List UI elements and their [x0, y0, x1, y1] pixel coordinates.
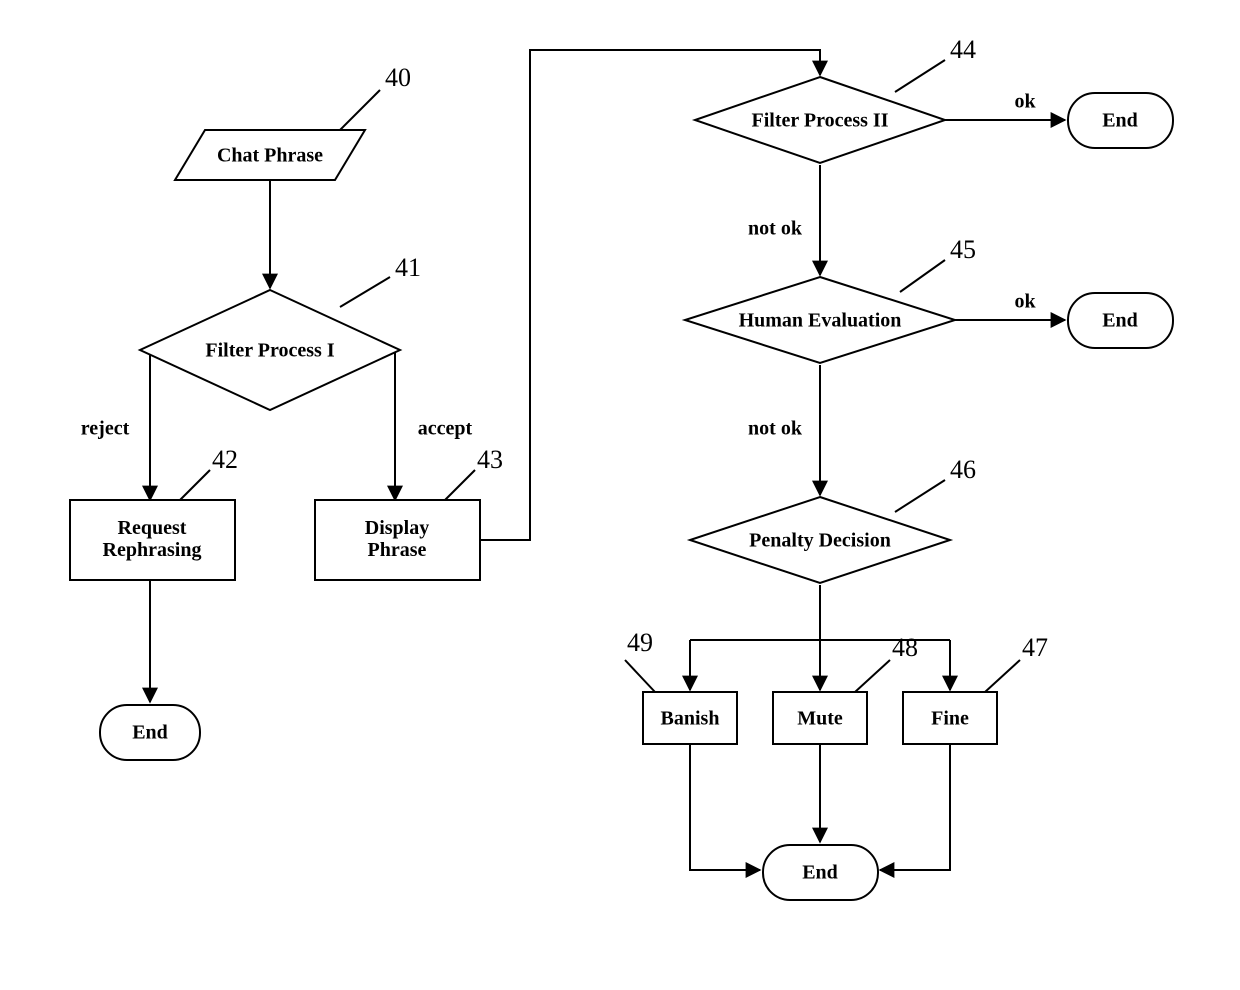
- node-filter-process-2: Filter Process II: [695, 77, 945, 163]
- node-label-45: Human Evaluation: [739, 310, 902, 332]
- edge-47-end4: [880, 745, 950, 870]
- node-label-end2: End: [1102, 110, 1138, 132]
- ref-45: 45: [950, 235, 976, 264]
- node-end-4: End: [763, 845, 878, 900]
- ref-49: 49: [627, 628, 653, 657]
- ref-47: 47: [1022, 633, 1048, 662]
- node-label-end4: End: [802, 862, 838, 884]
- ref-41: 41: [395, 253, 421, 282]
- node-label-46: Penalty Decision: [749, 530, 891, 552]
- node-penalty-decision: Penalty Decision: [690, 497, 950, 583]
- node-display-phrase: DisplayPhrase: [315, 500, 480, 580]
- node-label-48: Mute: [797, 708, 843, 730]
- node-label-43-text: DisplayPhrase: [365, 517, 429, 561]
- node-label-end1: End: [132, 722, 168, 744]
- node-mute: Mute: [773, 692, 867, 744]
- edge-label-ok-44: ok: [1014, 91, 1036, 113]
- node-request-rephrasing: RequestRephrasing: [0, 0, 235, 580]
- node-human-evaluation: Human Evaluation: [685, 277, 955, 363]
- node-chat-phrase: Chat Phrase: [175, 130, 365, 180]
- ref-43: 43: [477, 445, 503, 474]
- node-banish: Banish: [643, 692, 737, 744]
- edge-label-ok-45: ok: [1014, 291, 1036, 313]
- node-label-40: Chat Phrase: [217, 145, 323, 167]
- edge-label-accept: accept: [418, 418, 473, 440]
- node-filter-process-1: Filter Process I: [140, 290, 400, 410]
- edge-49-end4: [690, 745, 760, 870]
- node-label-44: Filter Process II: [751, 110, 888, 132]
- node-label-end3: End: [1102, 310, 1138, 332]
- node-label-47: Fine: [931, 708, 969, 730]
- ref-44: 44: [950, 35, 976, 64]
- node-end-1: End: [100, 705, 200, 760]
- edge-label-notok-44: not ok: [748, 218, 803, 240]
- edge-label-notok-45: not ok: [748, 418, 803, 440]
- ref-42: 42: [212, 445, 238, 474]
- ref-48: 48: [892, 633, 918, 662]
- ref-46: 46: [950, 455, 976, 484]
- ref-40: 40: [385, 63, 411, 92]
- node-label-41: Filter Process I: [205, 340, 334, 362]
- node-fine: Fine: [903, 692, 997, 744]
- node-end-2: End: [1068, 93, 1173, 148]
- flowchart-canvas: reject accept ok not ok ok not ok: [0, 0, 1240, 985]
- node-label-49: Banish: [661, 708, 720, 730]
- edge-label-reject: reject: [81, 418, 130, 440]
- node-end-3: End: [1068, 293, 1173, 348]
- nodes: Chat Phrase Filter Process I RequestReph…: [0, 0, 1173, 900]
